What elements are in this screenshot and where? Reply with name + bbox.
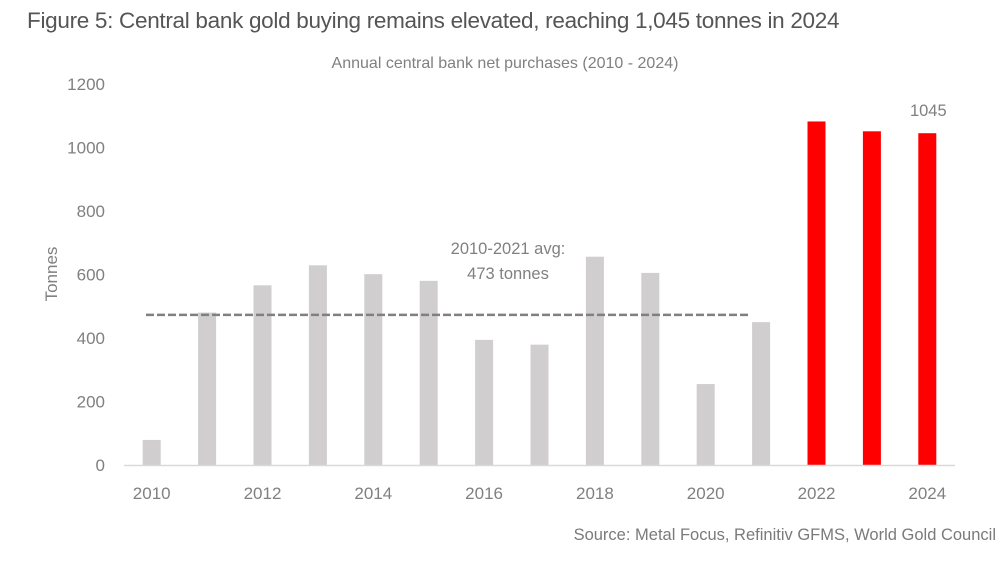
y-tick-label: 0 [96, 456, 105, 475]
bar-2022 [807, 121, 826, 465]
x-tick-label: 2012 [244, 484, 282, 503]
x-tick-label: 2018 [576, 484, 614, 503]
bar-2020 [696, 384, 715, 465]
figure-title: Figure 5: Central bank gold buying remai… [27, 8, 840, 33]
bar-2021 [752, 322, 771, 465]
average-annotation-line1: 2010-2021 avg: [451, 240, 566, 258]
y-tick-label: 600 [77, 266, 105, 285]
data-label-2024: 1045 [910, 102, 947, 120]
x-axis-ticks: 2010 2012 2014 2016 2018 2020 2022 2024 [133, 484, 946, 503]
x-tick-label: 2020 [687, 484, 725, 503]
y-tick-label: 400 [77, 329, 105, 348]
bar-2024 [918, 133, 937, 465]
bar-2012 [253, 285, 272, 465]
source-note: Source: Metal Focus, Refinitiv GFMS, Wor… [573, 526, 996, 544]
bar-2019 [641, 272, 660, 465]
average-annotation-line2: 473 tonnes [467, 265, 549, 283]
y-axis-label: Tonnes [42, 247, 61, 302]
x-tick-label: 2014 [354, 484, 392, 503]
chart-title: Annual central bank net purchases (2010 … [332, 55, 679, 72]
x-tick-label: 2016 [465, 484, 503, 503]
x-tick-label: 2022 [798, 484, 836, 503]
bar-2011 [198, 312, 217, 465]
bar-2013 [308, 265, 327, 465]
bar-2016 [475, 339, 494, 465]
bar-2015 [419, 280, 438, 465]
x-tick-label: 2024 [908, 484, 946, 503]
x-tick-label: 2010 [133, 484, 171, 503]
bar-2010 [142, 439, 161, 465]
bar-2018 [585, 256, 604, 465]
y-tick-label: 800 [77, 202, 105, 221]
y-tick-label: 1200 [67, 75, 105, 94]
bar-2014 [364, 274, 383, 465]
y-axis-ticks: 0 200 400 600 800 1000 1200 [67, 75, 105, 475]
bar-2023 [862, 131, 881, 465]
y-tick-label: 1000 [67, 139, 105, 158]
y-tick-label: 200 [77, 393, 105, 412]
bars [142, 121, 937, 465]
bar-2017 [530, 344, 549, 465]
